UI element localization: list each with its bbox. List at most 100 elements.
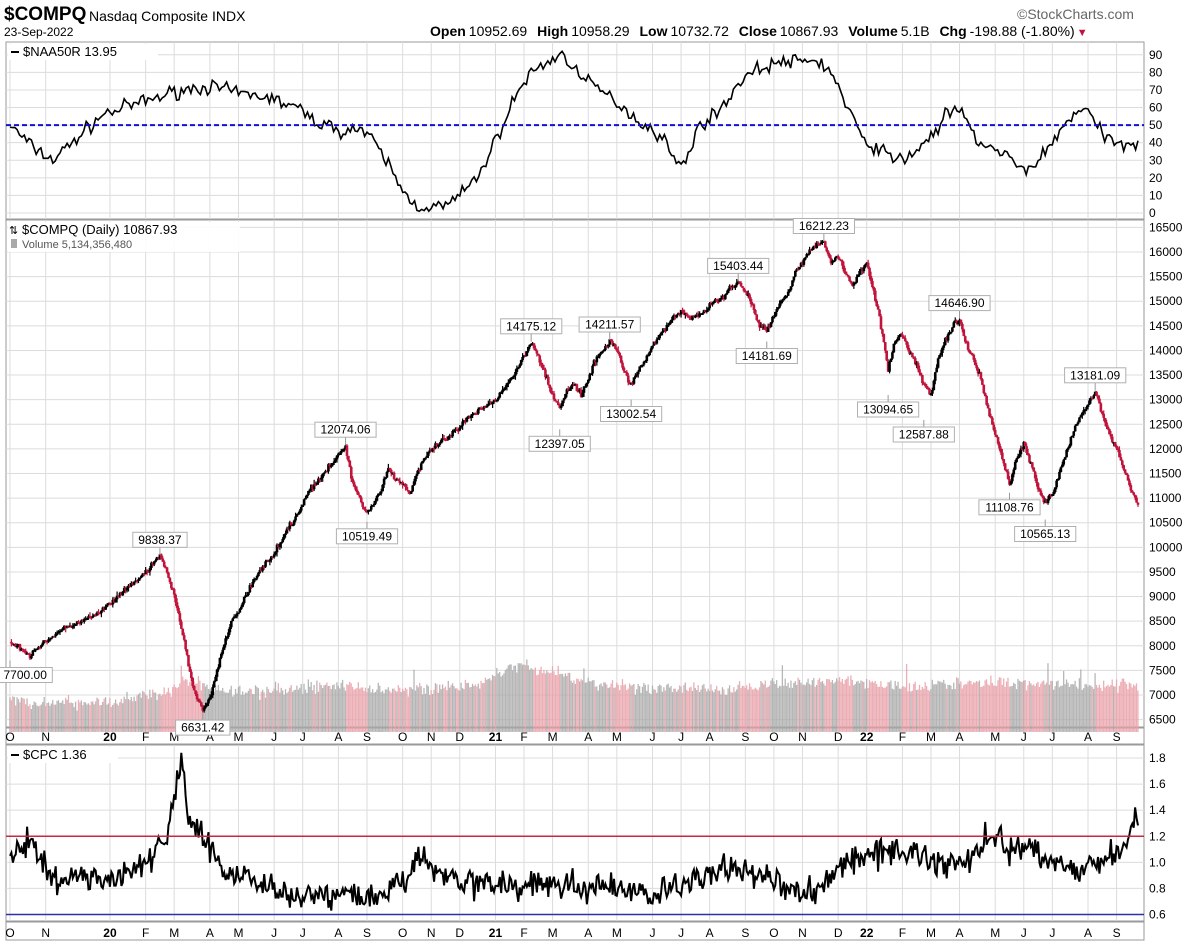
volume-bar xyxy=(935,684,938,732)
volume-bar xyxy=(456,688,458,732)
x-tick-label: S xyxy=(363,926,371,940)
candle-body xyxy=(754,310,757,315)
candle-body xyxy=(257,572,260,577)
volume-bar xyxy=(740,688,742,732)
candle-body xyxy=(891,352,894,359)
volume-bar xyxy=(823,683,825,732)
volume-bar xyxy=(347,685,349,732)
volume-bar xyxy=(796,684,798,732)
candle-body xyxy=(851,282,854,286)
candle-body xyxy=(572,384,576,386)
candle-body xyxy=(801,262,804,265)
candle-body xyxy=(355,489,359,493)
candle-body xyxy=(124,588,127,591)
volume-bar xyxy=(119,702,121,732)
volume-bar xyxy=(254,685,257,732)
candle-body xyxy=(105,604,109,607)
candle-body xyxy=(190,671,193,679)
volume-bar xyxy=(403,690,405,732)
volume-bar xyxy=(591,680,594,732)
candle-body xyxy=(107,603,110,605)
volume-bar xyxy=(409,686,411,732)
candle-body xyxy=(411,485,414,492)
volume-bar xyxy=(184,679,187,732)
candle-body xyxy=(638,366,641,372)
candle-body xyxy=(319,477,323,480)
volume-bar xyxy=(137,694,140,732)
volume-bar xyxy=(500,676,502,732)
x-tick-label: O xyxy=(5,730,14,744)
volume-bar xyxy=(697,685,699,732)
volume-bar xyxy=(189,682,191,732)
y-tick-label: 16500 xyxy=(1149,220,1183,234)
candle-body xyxy=(395,478,399,481)
candle-body xyxy=(629,383,633,385)
candle-body xyxy=(1069,437,1073,446)
volume-bar xyxy=(1027,685,1029,732)
volume-bar xyxy=(501,675,504,732)
volume-bar xyxy=(431,694,434,732)
symbol-title: $COMPQ xyxy=(4,4,87,25)
volume-bar xyxy=(369,685,371,732)
candle-body xyxy=(538,355,542,363)
volume-bar xyxy=(1084,684,1086,732)
volume-bar xyxy=(320,685,322,732)
volume-bar xyxy=(39,705,41,732)
candle-body xyxy=(508,380,512,383)
candle-body xyxy=(258,570,262,573)
volume-bar xyxy=(847,676,849,732)
candle-body xyxy=(736,281,740,284)
volume-bar xyxy=(991,682,993,732)
volume-bar xyxy=(758,687,761,732)
candle-body xyxy=(901,334,904,337)
y-tick-label: 7500 xyxy=(1149,663,1176,677)
volume-bar xyxy=(223,691,225,732)
candle-body xyxy=(786,291,790,296)
volume-bar xyxy=(569,672,571,732)
candle-body xyxy=(576,390,580,393)
candle-body xyxy=(435,443,439,447)
candle-body xyxy=(214,676,217,682)
candle-body xyxy=(933,372,937,381)
high-label: High xyxy=(537,23,569,39)
candle-body xyxy=(812,245,816,249)
candle-body xyxy=(898,335,901,338)
candle-body xyxy=(859,268,863,271)
candle-body xyxy=(1095,391,1098,396)
x-tick-label: J xyxy=(300,730,306,744)
x-tick-label: J xyxy=(1049,730,1055,744)
volume-bar xyxy=(336,682,338,732)
candle-body xyxy=(341,450,344,452)
candle-body xyxy=(865,262,869,265)
candle-body xyxy=(946,334,950,341)
volume-bar xyxy=(903,686,905,732)
candle-body xyxy=(332,461,336,464)
candle-body xyxy=(1068,445,1071,449)
candle-body xyxy=(702,310,706,314)
volume-bar xyxy=(216,690,218,732)
volume-bar xyxy=(618,690,621,732)
candle-body xyxy=(351,478,354,483)
candle-body xyxy=(661,331,664,333)
volume-bar xyxy=(1087,686,1089,732)
candle-body xyxy=(794,270,797,277)
candle-body xyxy=(40,645,43,648)
candle-body xyxy=(502,389,506,391)
y-tick-label: 0.6 xyxy=(1149,907,1166,921)
volume-bar xyxy=(26,698,28,732)
candle-body xyxy=(122,588,126,592)
candle-body xyxy=(769,322,773,327)
volume-bar xyxy=(736,689,738,732)
volume-bar xyxy=(413,669,415,732)
volume-bar xyxy=(920,690,922,732)
volume-bar xyxy=(670,686,672,732)
candle-body xyxy=(250,585,253,587)
candle-body xyxy=(564,394,567,399)
candle-body xyxy=(989,416,993,418)
volume-bar xyxy=(130,697,132,732)
volume-value: 5.1B xyxy=(900,23,930,39)
candle-body xyxy=(632,377,636,384)
candle-body xyxy=(965,341,968,344)
volume-bar xyxy=(1133,684,1135,732)
volume-bar xyxy=(581,680,584,732)
